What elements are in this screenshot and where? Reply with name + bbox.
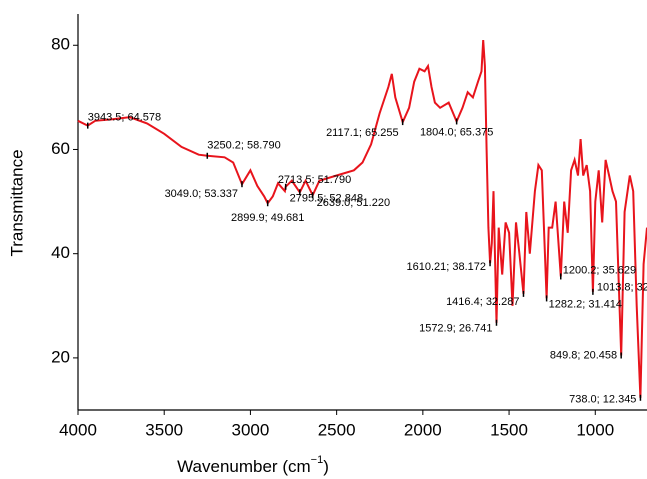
x-tick-label: 1500 (490, 420, 528, 439)
peak-label: 1200.2; 35.629 (563, 264, 636, 276)
peak-label: 1804.0; 65.375 (420, 126, 493, 138)
x-label-end: ) (323, 457, 329, 476)
peak-label: 2117.1; 65.255 (326, 127, 399, 139)
y-tick-label: 80 (51, 35, 70, 54)
peak-label: 2899.9; 49.681 (231, 212, 304, 224)
x-tick-label: 3500 (145, 420, 183, 439)
y-axis-label: Transmittance (7, 149, 26, 256)
peak-label: 1610.21; 38.172 (407, 261, 487, 273)
peak-label: 3943.5; 64.578 (88, 112, 161, 124)
x-tick-label: 2500 (318, 420, 356, 439)
x-label-sup: −1 (311, 454, 324, 466)
peak-label: 2713.5; 51.790 (278, 174, 351, 186)
peak-label: 1013.8; 32.678 (597, 282, 647, 294)
peak-label: 2639.0; 51.220 (317, 197, 390, 209)
x-label-text: Wavenumber (cm (177, 457, 311, 476)
peak-label: 1416.4; 32.287 (446, 296, 519, 308)
peak-label: 3250.2; 58.790 (207, 140, 280, 152)
x-axis-label: Wavenumber (cm−1) (177, 454, 329, 477)
peak-label: 738.0; 12.345 (569, 394, 636, 406)
y-tick-label: 60 (51, 139, 70, 158)
y-tick-label: 40 (51, 243, 70, 262)
peak-label: 1282.2; 31.414 (549, 298, 622, 310)
peak-label: 1572.9; 26.741 (419, 323, 492, 335)
y-tick-label: 20 (51, 347, 70, 366)
x-tick-label: 2000 (404, 420, 442, 439)
peak-label: 2795.5; 52.848 (290, 193, 363, 205)
x-tick-label: 1000 (576, 420, 614, 439)
spectrum-line (77, 40, 647, 398)
x-tick-label: 4000 (59, 420, 97, 439)
peak-label: 3049.0; 53.337 (165, 188, 238, 200)
x-tick-label: 3000 (232, 420, 270, 439)
peak-label: 849.8; 20.458 (550, 349, 617, 361)
